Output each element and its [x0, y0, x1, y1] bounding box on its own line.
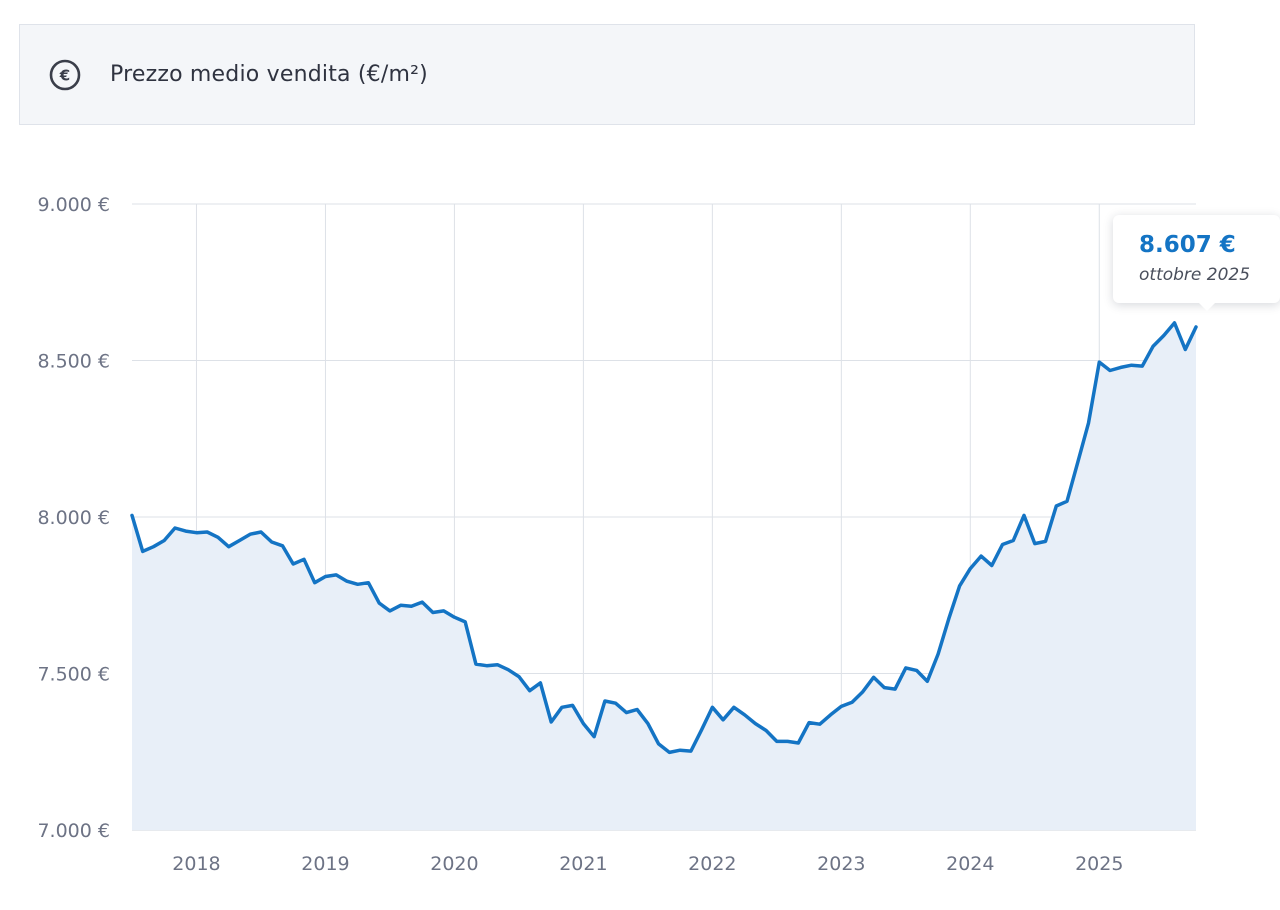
y-tick-label: 7.000 €	[37, 820, 110, 842]
x-tick-label: 2022	[688, 853, 736, 875]
x-tick-label: 2019	[301, 853, 349, 875]
tooltip-value: 8.607 €	[1139, 232, 1236, 258]
y-tick-label: 7.500 €	[37, 664, 110, 686]
tooltip-date: ottobre 2025	[1139, 265, 1251, 285]
euro-circle-icon: €	[48, 58, 82, 92]
chart-title: Prezzo medio vendita (€/m²)	[110, 62, 428, 87]
y-tick-label: 8.000 €	[37, 507, 110, 529]
x-tick-label: 2018	[172, 853, 220, 875]
tooltip-arrow	[1198, 302, 1216, 311]
x-tick-label: 2020	[430, 853, 478, 875]
y-tick-label: 9.000 €	[37, 194, 110, 216]
series-area	[132, 322, 1196, 830]
series-line	[130, 321, 1198, 755]
x-tick-label: 2024	[946, 853, 994, 875]
value-tooltip: 8.607 € ottobre 2025	[1113, 215, 1280, 311]
y-tick-label: 8.500 €	[37, 351, 110, 373]
x-tick-label: 2023	[817, 853, 865, 875]
svg-text:€: €	[59, 66, 70, 84]
x-tick-label: 2021	[559, 853, 607, 875]
y-axis-ticks: 9.000 € 8.500 € 8.000 € 7.500 € 7.000 €	[37, 194, 110, 842]
x-axis-ticks: 2018 2019 2020 2021 2022 2023 2024 2025	[172, 853, 1123, 875]
chart-header: € Prezzo medio vendita (€/m²)	[19, 24, 1195, 125]
x-tick-label: 2025	[1075, 853, 1123, 875]
